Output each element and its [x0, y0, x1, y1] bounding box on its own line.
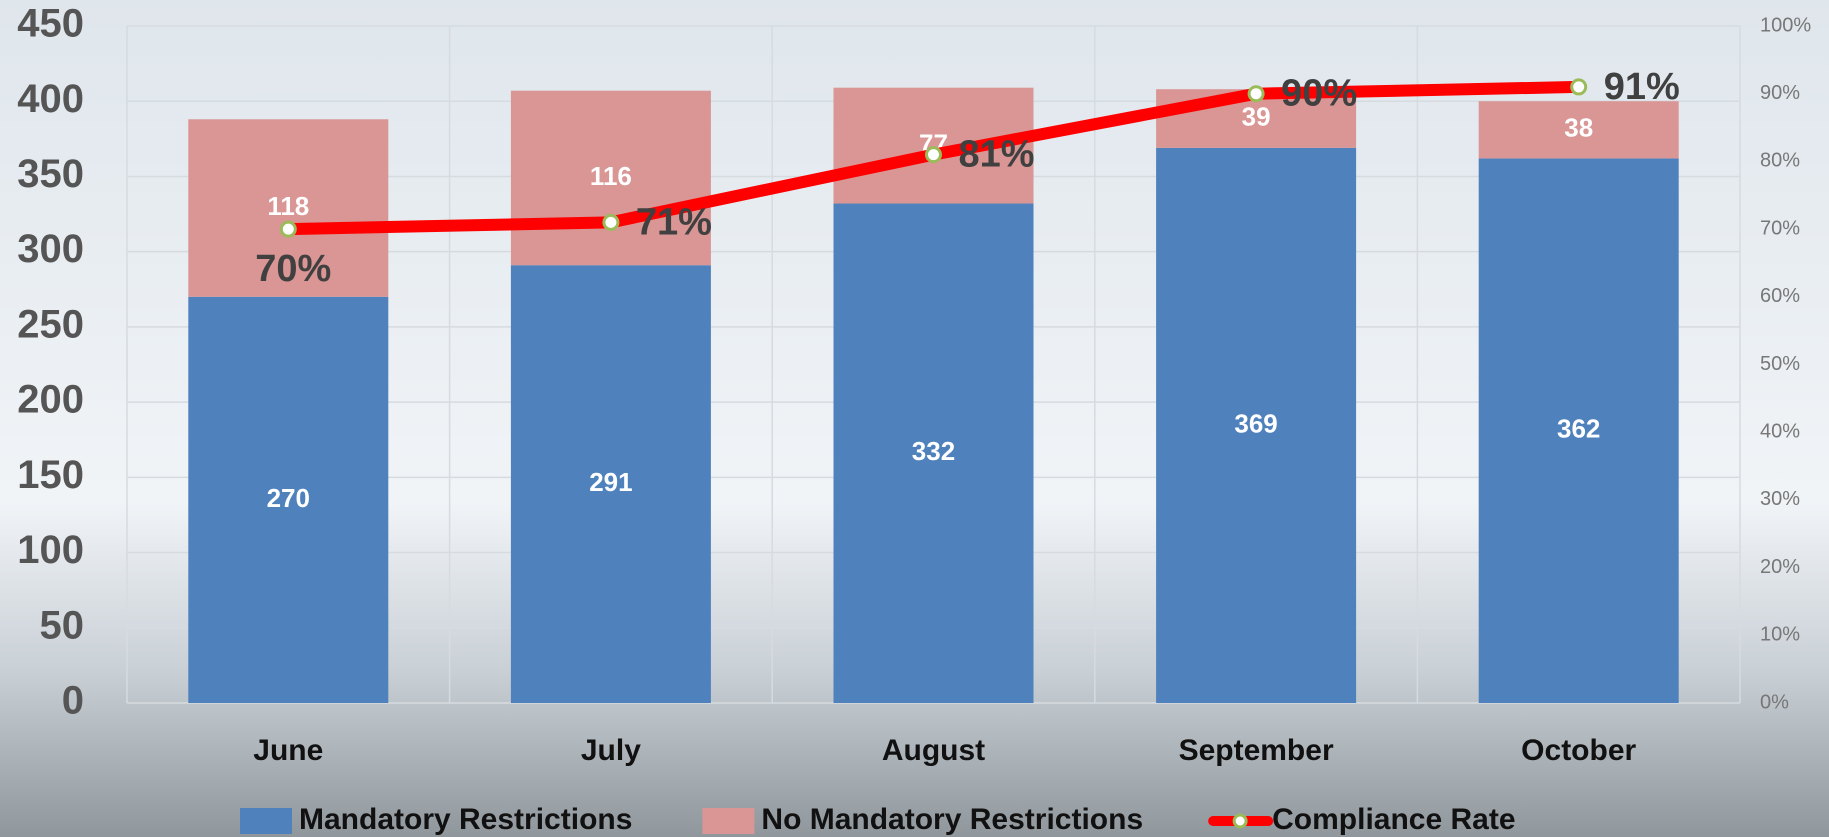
legend-label: Mandatory Restrictions: [299, 803, 632, 836]
line-label: 91%: [1604, 66, 1680, 108]
bar-label: 362: [1557, 414, 1600, 444]
y2-tick-label: 60%: [1760, 285, 1800, 307]
y-tick-label: 0: [62, 679, 84, 723]
bar-label: 39: [1242, 101, 1271, 131]
y-tick-label: 300: [17, 227, 84, 271]
y-tick-label: 250: [17, 302, 84, 346]
bar-label: 270: [267, 483, 310, 513]
y2-tick-label: 30%: [1760, 488, 1800, 510]
y2-tick-label: 20%: [1760, 556, 1800, 578]
bar-label: 332: [912, 436, 955, 466]
y2-tick-label: 10%: [1760, 624, 1800, 646]
y2-tick-label: 70%: [1760, 217, 1800, 239]
x-tick-label: September: [1179, 734, 1334, 767]
bar-label: 118: [267, 191, 309, 221]
line-label: 90%: [1281, 73, 1357, 115]
legend-swatch: [240, 808, 292, 834]
line-label: 71%: [636, 201, 712, 243]
line-marker: [1572, 80, 1586, 94]
chart: 0 50 100 150 200 250 300 350 400 450 0% 10% 20% 30% 40…: [0, 0, 1829, 837]
x-tick-label: June: [253, 734, 323, 767]
y2-tick-label: 100%: [1760, 14, 1811, 36]
bar-label: 369: [1234, 408, 1277, 438]
y-tick-label: 150: [17, 453, 84, 497]
y2-tick-label: 50%: [1760, 353, 1800, 375]
line-marker: [927, 148, 941, 162]
bar-label: 38: [1564, 113, 1593, 143]
legend-label: Compliance Rate: [1272, 803, 1515, 836]
line-marker: [1249, 87, 1263, 101]
y2-tick-label: 90%: [1760, 82, 1800, 104]
bar-label: 291: [589, 467, 632, 497]
y-tick-label: 200: [17, 378, 84, 422]
y-tick-label: 100: [17, 528, 84, 572]
line-label: 81%: [959, 134, 1035, 176]
x-tick-label: July: [581, 734, 641, 767]
bar-label: 116: [590, 161, 632, 191]
line-marker: [604, 215, 618, 229]
y-tick-label: 350: [17, 152, 84, 196]
y2-tick-label: 40%: [1760, 420, 1800, 442]
y-tick-label: 450: [17, 2, 84, 46]
legend-marker: [1234, 815, 1246, 827]
x-tick-label: August: [882, 734, 985, 767]
legend-swatch: [702, 808, 754, 834]
y-tick-label: 400: [17, 77, 84, 121]
y2-tick-label: 80%: [1760, 150, 1800, 172]
x-tick-label: October: [1521, 734, 1636, 767]
legend-label: No Mandatory Restrictions: [761, 803, 1143, 836]
y2-tick-label: 0%: [1760, 691, 1789, 713]
line-marker: [281, 222, 295, 236]
y-tick-label: 50: [40, 603, 85, 647]
line-label: 70%: [255, 248, 331, 290]
